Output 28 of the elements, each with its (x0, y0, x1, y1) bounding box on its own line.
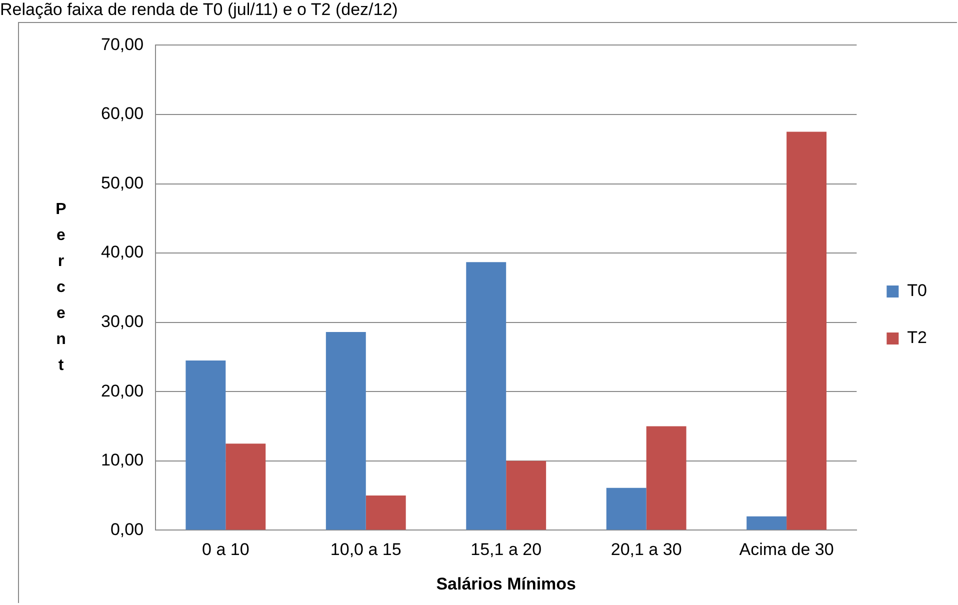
y-tick-label: 0,00 (110, 520, 144, 539)
x-tick-label: Acima de 30 (739, 540, 834, 560)
x-tick-label: 0 a 10 (202, 540, 250, 560)
bar (506, 460, 546, 530)
legend-label: T0 (907, 281, 928, 300)
y-tick-label: 40,00 (100, 242, 144, 262)
bar (186, 360, 226, 530)
y-tick-label: 60,00 (100, 104, 144, 124)
bar (646, 426, 686, 530)
chart-title: Relação faixa de renda de T0 (jul/11) e o T2 (dez/12) (0, 0, 398, 20)
bar (326, 332, 366, 530)
y-tick-label: 30,00 (100, 312, 144, 332)
legend-label: T2 (907, 328, 928, 348)
y-tick-label: 10,00 (100, 450, 144, 470)
bar (606, 488, 646, 530)
y-tick-label: 20,00 (100, 381, 144, 400)
x-axis-title: Salários Mínimos (436, 574, 576, 594)
x-tick-label: 15,1 a 20 (470, 540, 542, 560)
bar (786, 132, 827, 530)
bar (226, 444, 266, 530)
y-axis-title: Percent (56, 201, 67, 374)
bar (746, 516, 787, 530)
y-tick-label: 70,00 (100, 34, 144, 54)
y-tick-label: 50,00 (100, 173, 144, 192)
bar (366, 496, 406, 530)
x-tick-label: 20,1 a 30 (610, 540, 682, 560)
bar (466, 262, 506, 530)
x-tick-label: 10,0 a 15 (330, 540, 402, 560)
